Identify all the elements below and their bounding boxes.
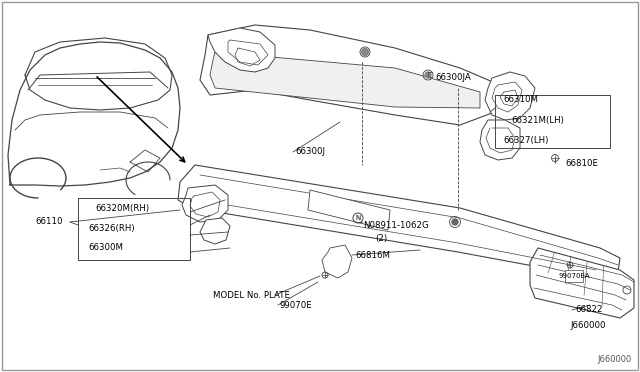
Text: 99070E: 99070E [280,301,313,310]
Circle shape [452,219,458,225]
Text: J660000: J660000 [570,321,605,330]
Polygon shape [200,25,500,125]
Text: 66300J: 66300J [295,148,325,157]
Text: 66816M: 66816M [355,250,390,260]
Circle shape [425,72,431,78]
Text: 66326(RH): 66326(RH) [88,224,134,232]
Text: J660000: J660000 [598,355,632,364]
Polygon shape [210,52,480,108]
Polygon shape [182,185,228,222]
Text: 66310M: 66310M [503,96,538,105]
Circle shape [362,48,369,55]
Polygon shape [485,72,535,120]
Text: 66321M(LH): 66321M(LH) [511,115,564,125]
Text: 99070EA: 99070EA [558,273,590,279]
Text: N: N [355,215,360,221]
Polygon shape [200,218,230,244]
Text: 66300M: 66300M [88,244,123,253]
Text: 66822: 66822 [575,305,602,314]
Text: MODEL No. PLATE: MODEL No. PLATE [213,291,290,299]
Polygon shape [208,28,275,72]
Polygon shape [480,120,520,160]
Polygon shape [322,245,352,278]
Text: 66810E: 66810E [565,158,598,167]
Text: N08911-1062G: N08911-1062G [363,221,429,230]
Text: 66327(LH): 66327(LH) [503,135,548,144]
Text: 66300JA: 66300JA [435,74,471,83]
Text: (2): (2) [375,234,387,243]
Polygon shape [530,248,634,318]
Text: 66320M(RH): 66320M(RH) [95,203,149,212]
Polygon shape [308,190,390,230]
Polygon shape [178,165,620,278]
Text: 66110: 66110 [35,218,63,227]
Bar [565,270,583,282]
